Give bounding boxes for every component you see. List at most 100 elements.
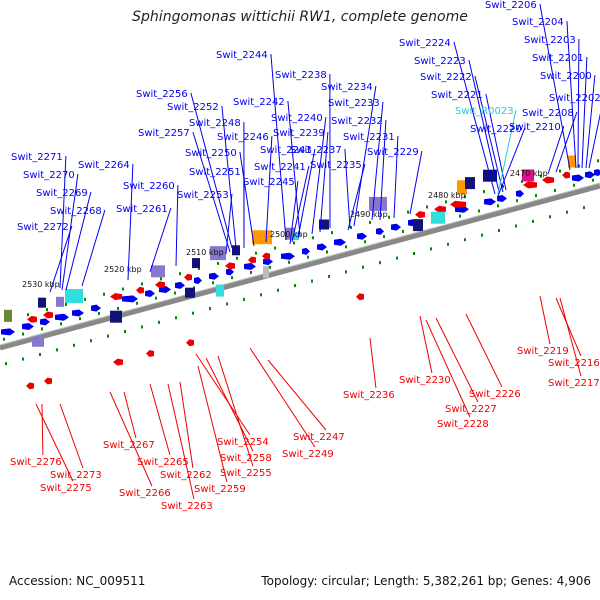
forward-gene-arrow xyxy=(40,318,50,326)
forward-gene-arrow xyxy=(357,232,367,240)
top-leader-line xyxy=(539,3,571,171)
forward-gene-arrow xyxy=(244,263,256,270)
lower-tick xyxy=(5,362,7,366)
upper-tick xyxy=(388,215,390,219)
reverse-gene-arrow xyxy=(523,181,537,189)
bottom-leader-line xyxy=(369,337,377,389)
top-leader-line xyxy=(566,20,577,169)
forward-tick xyxy=(592,178,594,182)
bottom-gene-label: Swit_2236 xyxy=(343,390,395,401)
top-leader-line xyxy=(239,151,255,247)
forward-tick xyxy=(231,276,233,280)
reverse-gene-arrow xyxy=(155,281,165,289)
forward-tick xyxy=(364,240,366,244)
bottom-leader-line xyxy=(109,391,153,487)
lower-tick xyxy=(39,352,41,356)
forward-gene-arrow xyxy=(175,281,185,289)
bottom-gene-label: Swit_2247 xyxy=(293,432,345,443)
scale-label: 2470 kbp xyxy=(510,169,548,178)
top-leader-line xyxy=(221,105,237,249)
lower-tick xyxy=(107,334,109,338)
forward-gene-arrow xyxy=(484,198,496,206)
lower-tick xyxy=(549,215,551,219)
forward-gene-arrow xyxy=(516,190,524,198)
forward-tick xyxy=(288,260,290,264)
bottom-leader-line xyxy=(555,297,582,357)
lower-tick xyxy=(56,348,58,352)
top-leader-line xyxy=(190,92,233,249)
gene-feature-block xyxy=(232,245,240,256)
bottom-gene-label: Swit_2273 xyxy=(50,470,102,481)
scale-label: 2510 kbp xyxy=(186,248,224,257)
top-leader-line xyxy=(289,180,299,245)
forward-gene-arrow xyxy=(497,194,507,202)
gene-feature-block xyxy=(185,287,195,298)
top-leader-line xyxy=(577,38,580,169)
top-gene-label: Swit_2231 xyxy=(343,132,395,143)
forward-tick xyxy=(212,281,214,285)
top-gene-label: Swit_2270 xyxy=(23,170,75,181)
top-leader-line xyxy=(192,131,231,253)
bottom-leader-line xyxy=(59,403,84,469)
bottom-leader-line xyxy=(179,381,194,469)
bottom-gene-label: Swit_2219 xyxy=(517,346,569,357)
upper-tick xyxy=(122,287,124,291)
top-gene-label: Swit_2243 xyxy=(260,145,312,156)
forward-tick xyxy=(3,337,5,341)
top-leader-line xyxy=(175,184,179,267)
lower-tick xyxy=(566,210,568,214)
upper-tick xyxy=(179,272,181,276)
lower-tick xyxy=(175,316,177,320)
forward-tick xyxy=(573,183,575,187)
bottom-gene-label: Swit_2262 xyxy=(160,470,212,481)
bottom-gene-label: Swit_2266 xyxy=(119,488,171,499)
gene-feature-block xyxy=(413,219,423,232)
bottom-leader-line xyxy=(123,391,137,439)
gene-feature-block xyxy=(65,289,83,304)
top-gene-label: Swit_2264 xyxy=(78,160,130,171)
forward-gene-arrow xyxy=(585,171,595,179)
forward-gene-arrow xyxy=(226,268,234,276)
top-gene-label: Swit_2260 xyxy=(123,181,175,192)
genome-backbone xyxy=(0,183,600,351)
reverse-gene-arrow xyxy=(542,176,554,184)
forward-gene-arrow xyxy=(391,223,401,231)
reverse-gene-arrow xyxy=(450,200,466,208)
top-leader-line xyxy=(468,59,500,193)
top-leader-line xyxy=(149,207,172,273)
forward-tick xyxy=(250,271,252,274)
lower-tick xyxy=(379,261,381,265)
gene-feature-block xyxy=(38,297,46,308)
lower-tick xyxy=(498,229,500,233)
reverse-gene-arrow-outer xyxy=(26,382,34,390)
lower-tick xyxy=(515,224,517,228)
scale-label: 2480 kbp xyxy=(428,191,466,200)
reverse-gene-arrow-outer xyxy=(356,293,364,301)
bottom-leader-line xyxy=(539,295,551,345)
top-gene-label: Swit_2272 xyxy=(17,222,69,233)
lower-tick xyxy=(124,330,126,334)
gene-feature-block xyxy=(252,230,272,245)
gene-feature-block xyxy=(192,258,200,269)
gene-feature-block xyxy=(285,227,295,240)
reverse-gene-arrow xyxy=(43,311,53,319)
reverse-gene-arrow-outer xyxy=(113,358,123,366)
upper-tick xyxy=(65,302,67,306)
top-gene-label: Swit_2238 xyxy=(275,70,327,81)
bottom-gene-label: Swit_2249 xyxy=(282,449,334,460)
upper-tick xyxy=(46,308,48,312)
gene-feature-block xyxy=(522,169,534,182)
top-gene-label: Swit_2242 xyxy=(233,97,285,108)
forward-tick xyxy=(98,312,100,316)
lower-tick xyxy=(158,320,160,324)
forward-tick xyxy=(478,209,480,213)
bottom-leader-line xyxy=(167,383,195,500)
top-leader-line xyxy=(344,148,351,229)
forward-gene-arrow xyxy=(72,309,84,317)
top-gene-label: Swit_2204 xyxy=(512,17,564,28)
upper-tick xyxy=(293,241,295,245)
bottom-gene-label: Swit_2226 xyxy=(469,389,521,400)
top-leader-line xyxy=(453,41,496,195)
top-gene-label: Swit_2206 xyxy=(485,0,537,11)
